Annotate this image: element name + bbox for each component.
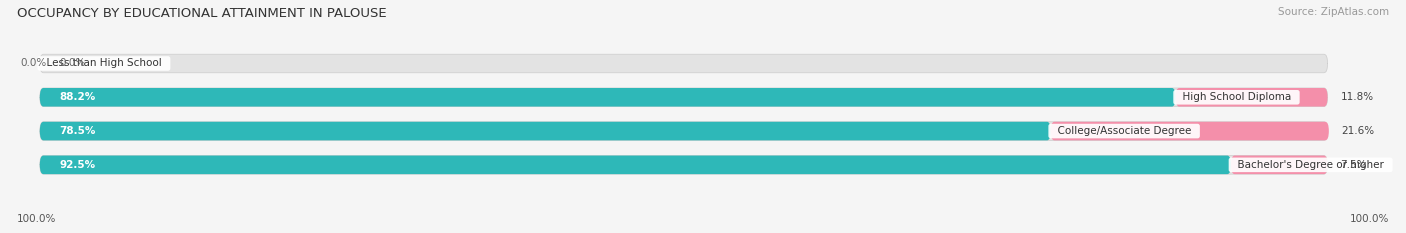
FancyBboxPatch shape xyxy=(39,122,1327,140)
Text: 0.0%: 0.0% xyxy=(20,58,46,69)
FancyBboxPatch shape xyxy=(1232,156,1327,174)
Text: 100.0%: 100.0% xyxy=(17,214,56,224)
Text: High School Diploma: High School Diploma xyxy=(1175,92,1298,102)
Text: 78.5%: 78.5% xyxy=(59,126,96,136)
FancyBboxPatch shape xyxy=(39,54,1327,73)
Text: College/Associate Degree: College/Associate Degree xyxy=(1050,126,1198,136)
Text: 11.8%: 11.8% xyxy=(1340,92,1374,102)
FancyBboxPatch shape xyxy=(1175,88,1327,106)
Text: Bachelor's Degree or higher: Bachelor's Degree or higher xyxy=(1232,160,1391,170)
Text: 100.0%: 100.0% xyxy=(1350,214,1389,224)
Text: OCCUPANCY BY EDUCATIONAL ATTAINMENT IN PALOUSE: OCCUPANCY BY EDUCATIONAL ATTAINMENT IN P… xyxy=(17,7,387,20)
FancyBboxPatch shape xyxy=(39,122,1050,140)
FancyBboxPatch shape xyxy=(1050,122,1329,140)
Text: 92.5%: 92.5% xyxy=(59,160,96,170)
Text: 88.2%: 88.2% xyxy=(59,92,96,102)
Text: Source: ZipAtlas.com: Source: ZipAtlas.com xyxy=(1278,7,1389,17)
Text: Less than High School: Less than High School xyxy=(39,58,169,69)
FancyBboxPatch shape xyxy=(39,88,1327,106)
FancyBboxPatch shape xyxy=(39,156,1232,174)
Text: 21.6%: 21.6% xyxy=(1341,126,1375,136)
FancyBboxPatch shape xyxy=(39,88,1175,106)
Text: 7.5%: 7.5% xyxy=(1340,160,1367,170)
FancyBboxPatch shape xyxy=(39,156,1327,174)
Text: 0.0%: 0.0% xyxy=(59,58,86,69)
